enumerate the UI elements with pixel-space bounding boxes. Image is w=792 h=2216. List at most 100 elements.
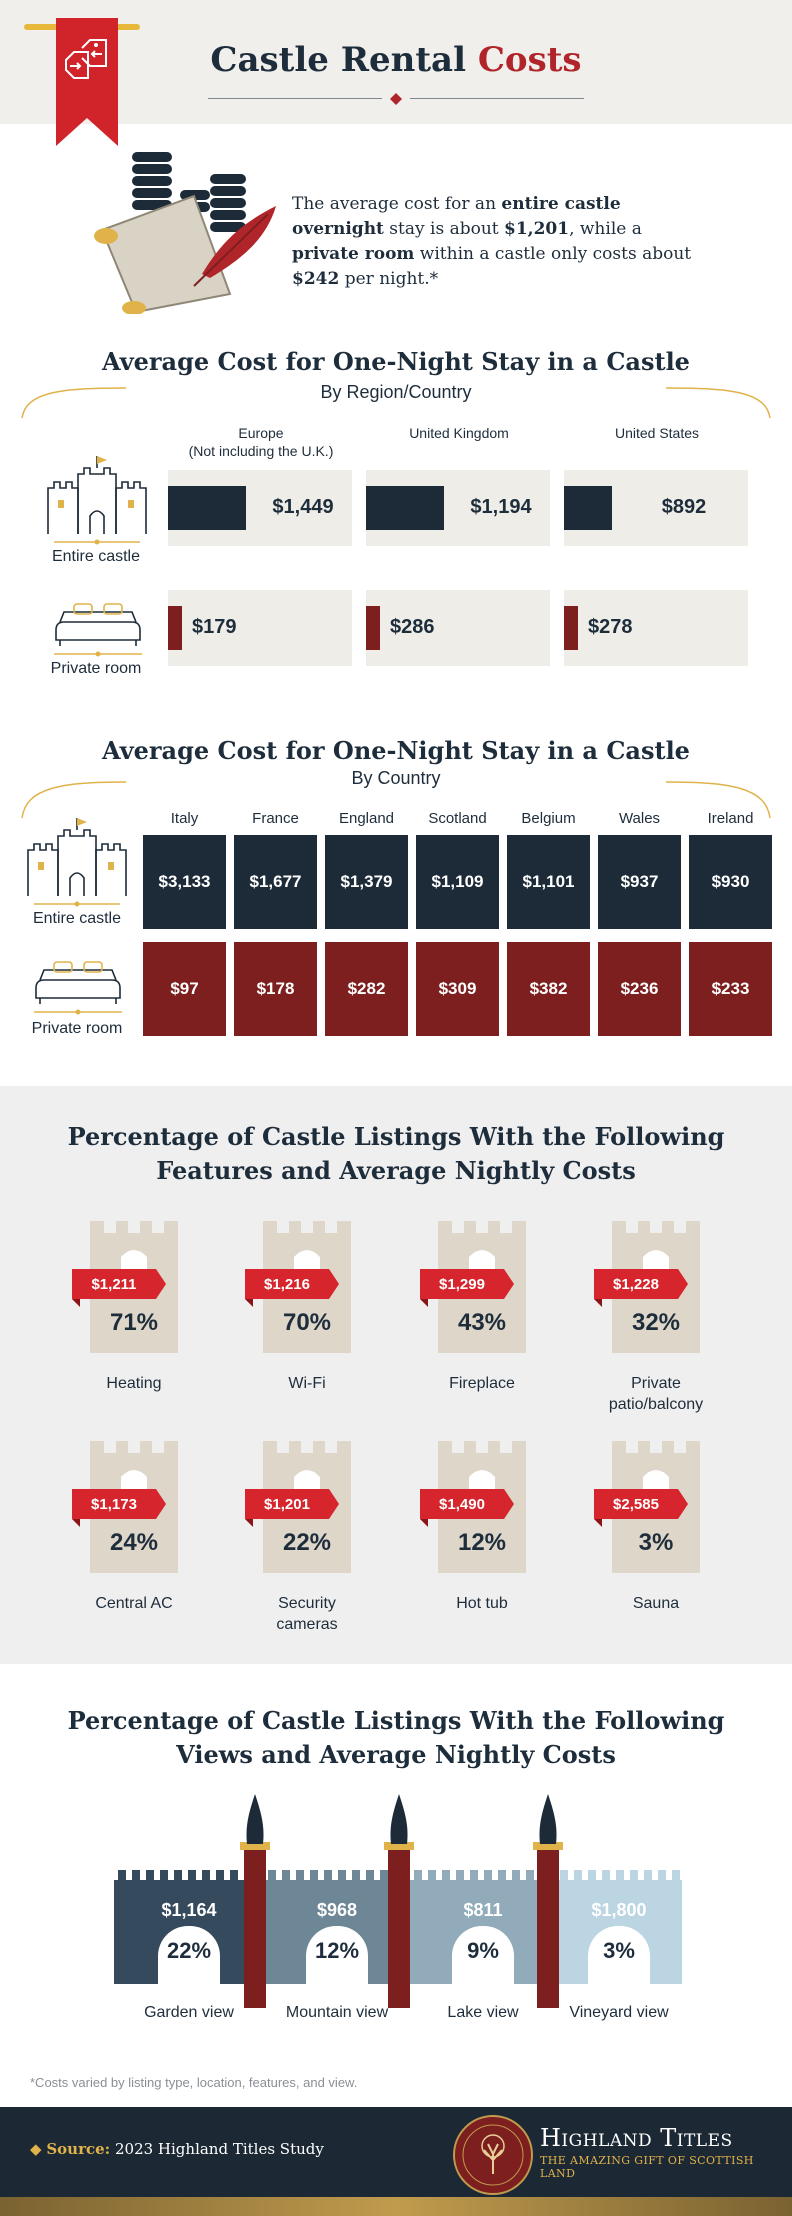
country-castle-tile: $930 (689, 835, 772, 929)
region-room-value: $278 (588, 616, 633, 638)
view-price: $1,164 (161, 1900, 217, 1920)
region-room-value: $286 (390, 616, 435, 638)
view-price: $968 (316, 1900, 358, 1920)
region-row-label-castle: Entire castle (51, 548, 141, 565)
price-tag: $1,211 (72, 1269, 156, 1299)
price-tag-arrow (329, 1269, 339, 1299)
price-tag: $1,201 (245, 1489, 329, 1519)
country-section-title: Average Cost for One-Night Stay in a Cas… (102, 736, 690, 765)
pillar-band (240, 1842, 270, 1850)
spire-icon (389, 1794, 409, 1844)
region-cell-bg (366, 590, 550, 666)
brand-name: Highland Titles (540, 2124, 733, 2152)
price-tag-arrow (329, 1489, 339, 1519)
section-arc-frame-2 (21, 781, 771, 819)
source-text: 2023 Highland Titles Study (114, 2140, 324, 2158)
feature-label: Private patio/balcony (608, 1375, 704, 1413)
crenellation (338, 1870, 346, 1880)
view-percent: 3% (588, 1926, 650, 1984)
castle-icon-2 (27, 818, 127, 907)
brand-tagline: The Amazing Gift of Scottish Land (540, 2154, 754, 2180)
region-room-bar (564, 606, 578, 650)
price-tag-arrow (156, 1489, 166, 1519)
price-tag-fold (594, 1299, 602, 1307)
crenellation (118, 1870, 126, 1880)
crenellation (268, 1870, 276, 1880)
view-label: Mountain view (285, 2004, 389, 2021)
pillar (388, 1848, 410, 2008)
price-tag-fold (420, 1519, 428, 1527)
view-label: Lake view (447, 2004, 519, 2021)
feature-label: Hot tub (456, 1595, 508, 1612)
spire-icon (245, 1794, 265, 1844)
crenellation (498, 1870, 506, 1880)
region-row-label-room: Private room (50, 660, 142, 677)
country-row-label-castle: Entire castle (32, 910, 122, 927)
features-section-title: Percentage of Castle Listings With the F… (67, 1122, 725, 1185)
pillar (244, 1848, 266, 2008)
country-castle-tile: $1,677 (234, 835, 317, 929)
crenellation (146, 1870, 154, 1880)
view-percent: 9% (452, 1926, 514, 1984)
crenellation (672, 1870, 680, 1880)
country-castle-tile: $937 (598, 835, 681, 929)
crenellation (588, 1870, 596, 1880)
title-main: Castle Rental (210, 40, 466, 80)
region-castle-bar (168, 486, 246, 530)
crenellation (310, 1870, 318, 1880)
price-tag-fold (72, 1519, 80, 1527)
crenellation (630, 1870, 638, 1880)
bed-icon-2 (34, 961, 122, 1015)
feature-label: Sauna (632, 1595, 680, 1612)
title-accent: Costs (477, 40, 582, 80)
price-tag-fold (594, 1519, 602, 1527)
crenellation (428, 1870, 436, 1880)
spire-icon (538, 1794, 558, 1844)
price-tag-arrow (504, 1269, 514, 1299)
crenellation (216, 1870, 224, 1880)
price-tag-arrow (678, 1269, 688, 1299)
price-tag-arrow (504, 1489, 514, 1519)
country-col-head: Belgium (521, 810, 576, 827)
crenellation (324, 1870, 332, 1880)
crenellation (442, 1870, 450, 1880)
feature-percent: 24% (109, 1529, 159, 1556)
country-col-head: Italy (170, 810, 199, 827)
crenellation (616, 1870, 624, 1880)
country-room-tile: $282 (325, 942, 408, 1036)
view-price: $1,800 (591, 1900, 647, 1920)
price-tag: $1,228 (594, 1269, 678, 1299)
crenellation (512, 1870, 520, 1880)
country-castle-tile: $1,379 (325, 835, 408, 929)
region-col-head-us: United States (614, 425, 700, 441)
coins-scroll-quill-icon (94, 152, 276, 314)
crenellation (282, 1870, 290, 1880)
price-tag: $1,490 (420, 1489, 504, 1519)
region-cell-bg (168, 590, 352, 666)
crenellation (470, 1870, 478, 1880)
footnote: *Costs varied by listing type, location,… (30, 2075, 358, 2090)
country-col-head: France (252, 810, 299, 827)
crenellation (456, 1870, 464, 1880)
country-row-label-room: Private room (31, 1020, 123, 1037)
view-label: Vineyard view (569, 2004, 669, 2021)
crenellation (644, 1870, 652, 1880)
pillar (537, 1848, 559, 2008)
region-castle-value: $892 (661, 496, 707, 518)
price-tag-fold (72, 1299, 80, 1307)
feature-label: Heating (106, 1375, 162, 1392)
country-room-tile: $97 (143, 942, 226, 1036)
crenellation (132, 1870, 140, 1880)
feature-percent: 3% (638, 1529, 674, 1556)
crenellation (352, 1870, 360, 1880)
region-room-value: $179 (192, 616, 237, 638)
region-col-head-uk: United Kingdom (409, 425, 509, 441)
price-tag: $1,299 (420, 1269, 504, 1299)
castle-icon (47, 456, 147, 545)
crenellation (380, 1870, 388, 1880)
highland-titles-seal-icon (453, 2115, 533, 2195)
source-line: ◆ Source: 2023 Highland Titles Study (30, 2140, 324, 2158)
crenellation (658, 1870, 666, 1880)
region-castle-bar (366, 486, 444, 530)
country-room-tile: $236 (598, 942, 681, 1036)
